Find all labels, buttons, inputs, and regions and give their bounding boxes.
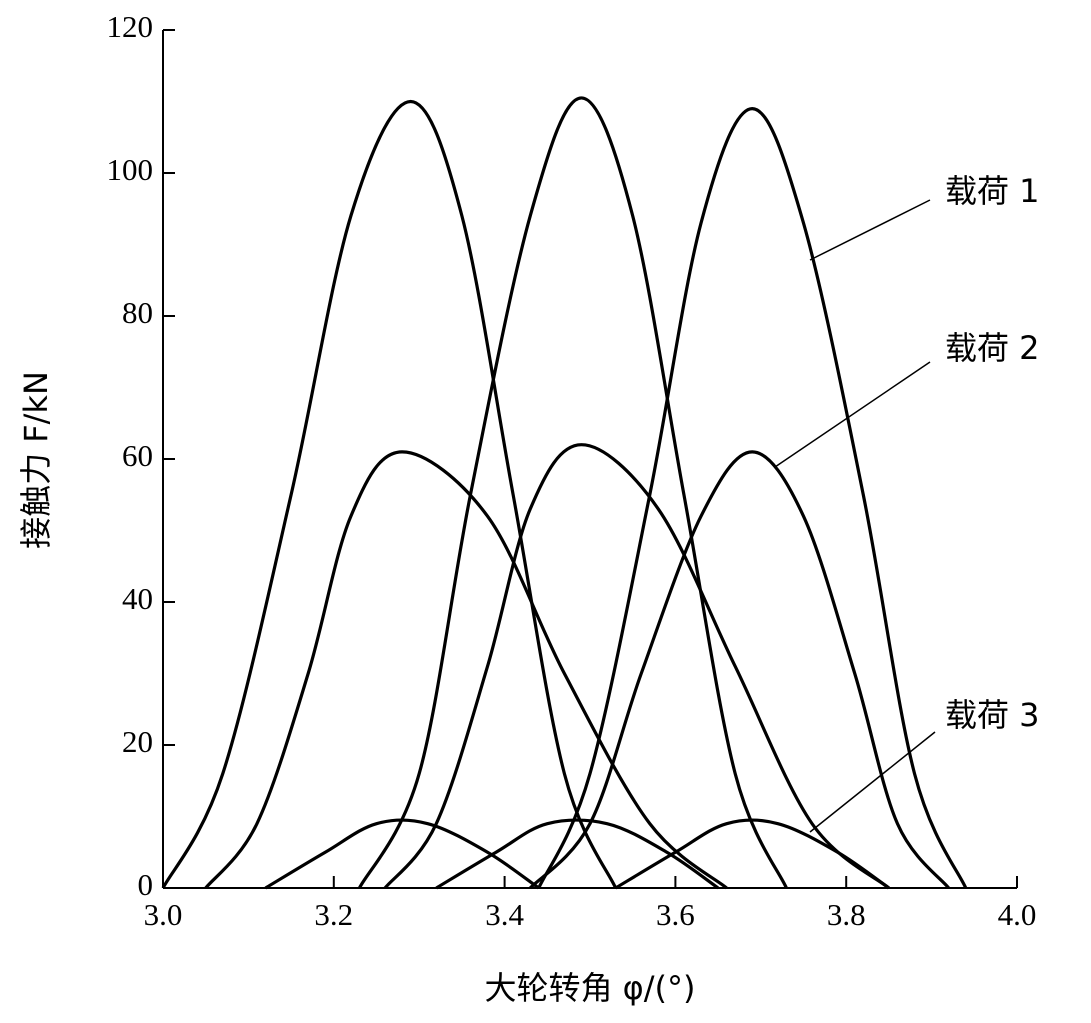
- y-tick-label: 40: [122, 581, 153, 616]
- curve: [358, 96, 788, 889]
- curve: [614, 818, 890, 890]
- x-tick-label: 3.6: [656, 897, 695, 932]
- curve: [264, 818, 540, 890]
- x-tick-label: 3.2: [314, 897, 353, 932]
- leader-line: [809, 731, 936, 833]
- x-tick-label: 3.0: [144, 897, 183, 932]
- curve: [161, 99, 618, 889]
- y-tick-label: 20: [122, 724, 153, 759]
- x-tick-label: 4.0: [998, 897, 1037, 932]
- y-tick-label: 100: [107, 152, 154, 187]
- y-tick-label: 80: [122, 295, 153, 330]
- curve: [537, 107, 968, 889]
- legend-label: 载荷 3: [945, 696, 1040, 734]
- y-tick-label: 0: [138, 867, 154, 902]
- x-tick-label: 3.4: [485, 897, 524, 932]
- curve: [529, 450, 950, 890]
- curve: [435, 818, 720, 890]
- legend-label: 载荷 2: [945, 329, 1040, 367]
- x-axis-label: 大轮转角 φ/(°): [484, 969, 695, 1007]
- leader-line: [774, 361, 931, 468]
- curve: [383, 443, 890, 890]
- x-tick-label: 3.8: [827, 897, 866, 932]
- legend-label: 载荷 1: [945, 172, 1040, 210]
- y-tick-label: 60: [122, 438, 153, 473]
- leader-line: [809, 199, 931, 261]
- y-axis-label: 接触力 F/kN: [17, 371, 55, 549]
- curve: [204, 450, 728, 890]
- y-tick-label: 120: [107, 9, 154, 44]
